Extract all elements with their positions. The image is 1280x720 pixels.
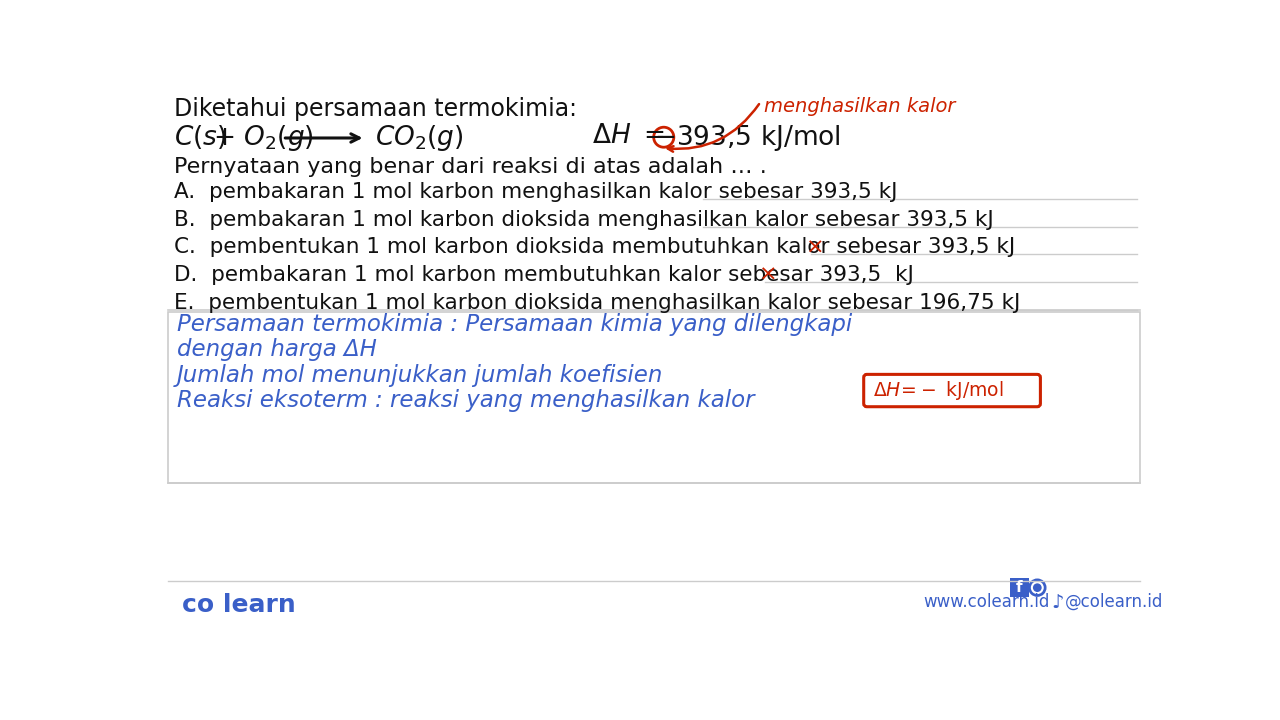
- FancyBboxPatch shape: [168, 312, 1140, 483]
- FancyBboxPatch shape: [1010, 578, 1029, 597]
- Text: $\Delta H\ =$: $\Delta H\ =$: [593, 123, 666, 149]
- Text: Reaksi eksoterm : reaksi yang menghasilkan kalor: Reaksi eksoterm : reaksi yang menghasilk…: [177, 389, 754, 412]
- Text: @colearn.id: @colearn.id: [1065, 593, 1164, 611]
- Circle shape: [1029, 579, 1046, 596]
- Text: ♪: ♪: [1051, 593, 1064, 612]
- Text: ×: ×: [806, 238, 826, 257]
- Text: $\Delta H\!=\!-\ \mathrm{kJ/mol}$: $\Delta H\!=\!-\ \mathrm{kJ/mol}$: [873, 379, 1004, 402]
- Text: Persamaan termokimia : Persamaan kimia yang dilengkapi: Persamaan termokimia : Persamaan kimia y…: [177, 312, 852, 336]
- Text: B.  pembakaran 1 mol karbon dioksida menghasilkan kalor sebesar 393,5 kJ: B. pembakaran 1 mol karbon dioksida meng…: [174, 210, 993, 230]
- Text: ×: ×: [759, 265, 778, 285]
- FancyBboxPatch shape: [864, 374, 1041, 407]
- Text: D.  pembakaran 1 mol karbon membutuhkan kalor sebesar 393,5  kJ: D. pembakaran 1 mol karbon membutuhkan k…: [174, 265, 920, 285]
- Text: C.  pembentukan 1 mol karbon dioksida membutuhkan kalor sebesar 393,5 kJ: C. pembentukan 1 mol karbon dioksida mem…: [174, 238, 1015, 257]
- Text: Pernyataan yang benar dari reaksi di atas adalah … .: Pernyataan yang benar dari reaksi di ata…: [174, 157, 767, 177]
- Text: menghasilkan kalor: menghasilkan kalor: [764, 97, 956, 116]
- Text: Jumlah mol menunjukkan jumlah koefisien: Jumlah mol menunjukkan jumlah koefisien: [177, 364, 663, 387]
- Text: www.colearn.id: www.colearn.id: [923, 593, 1050, 611]
- Text: $+\ O_2(g)$: $+\ O_2(g)$: [212, 123, 314, 153]
- Text: E.  pembentukan 1 mol karbon dioksida menghasilkan kalor sebesar 196,75 kJ: E. pembentukan 1 mol karbon dioksida men…: [174, 293, 1020, 312]
- Text: Diketahui persamaan termokimia:: Diketahui persamaan termokimia:: [174, 97, 577, 121]
- Text: dengan harga ΔH: dengan harga ΔH: [177, 338, 376, 361]
- Text: A.  pembakaran 1 mol karbon menghasilkan kalor sebesar 393,5 kJ: A. pembakaran 1 mol karbon menghasilkan …: [174, 182, 897, 202]
- Text: $CO_2(g)$: $CO_2(g)$: [375, 123, 465, 153]
- Text: co learn: co learn: [182, 593, 296, 617]
- Text: $C(s)$: $C(s)$: [174, 123, 227, 151]
- Text: f: f: [1016, 580, 1023, 595]
- Text: $-393{,}5\ \mathrm{kJ/mol}$: $-393{,}5\ \mathrm{kJ/mol}$: [654, 123, 841, 153]
